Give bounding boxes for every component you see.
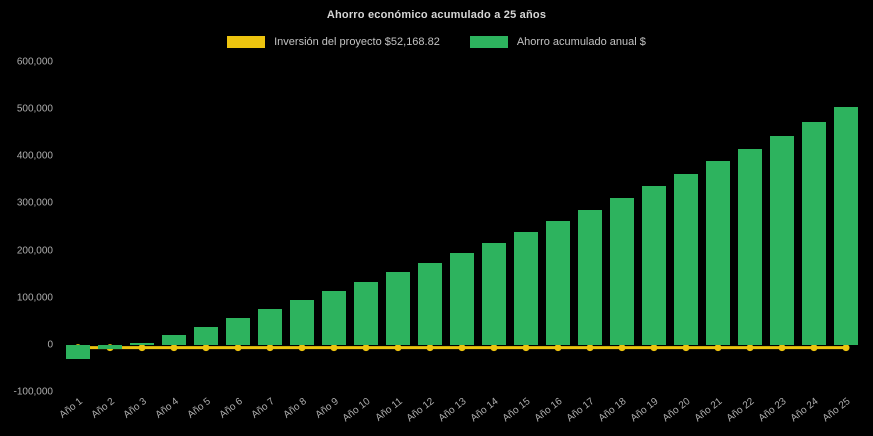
investment-line-marker-year-16 [554, 344, 562, 352]
bar-year-7 [258, 308, 282, 345]
bar-year-19 [642, 186, 666, 345]
investment-line-marker-year-12 [426, 344, 434, 352]
bar-year-5 [194, 326, 218, 345]
x-tick-year-21: Año 21 [693, 396, 725, 425]
x-tick-year-25: Año 25 [821, 396, 853, 425]
bar-year-24 [802, 121, 826, 345]
investment-line-marker-year-3 [138, 344, 146, 352]
investment-line-marker-year-14 [490, 344, 498, 352]
chart-legend: Inversión del proyecto $52,168.82 Ahorro… [0, 36, 873, 48]
y-tick-5: 100,000 [16, 292, 53, 304]
x-tick-year-20: Año 20 [661, 396, 693, 425]
bar-year-12 [418, 263, 442, 345]
bar-year-21 [706, 161, 730, 345]
bar-year-9 [322, 290, 346, 345]
x-tick-year-5: Año 5 [185, 396, 213, 421]
y-tick-3: 300,000 [16, 197, 53, 209]
legend-swatch-savings [469, 36, 508, 48]
investment-line-marker-year-24 [810, 344, 818, 352]
x-tick-year-6: Año 6 [217, 396, 245, 421]
x-tick-year-17: Año 17 [565, 396, 597, 425]
investment-line-marker-year-17 [586, 344, 594, 352]
investment-line-marker-year-22 [746, 344, 754, 352]
legend-label-savings: Ahorro acumulado anual $ [516, 36, 646, 48]
x-tick-year-19: Año 19 [629, 396, 661, 425]
bar-year-6 [226, 317, 250, 345]
y-tick-2: 400,000 [16, 150, 53, 162]
x-tick-year-8: Año 8 [281, 396, 309, 421]
investment-line-marker-year-11 [394, 344, 402, 352]
x-tick-year-23: Año 23 [757, 396, 789, 425]
x-tick-year-15: Año 15 [501, 396, 533, 425]
investment-line-marker-year-9 [330, 344, 338, 352]
y-tick-6: 0 [47, 339, 53, 351]
x-tick-year-10: Año 10 [341, 396, 373, 425]
x-tick-year-7: Año 7 [249, 396, 277, 421]
legend-item-savings[interactable]: Ahorro acumulado anual $ [469, 36, 646, 48]
bar-year-18 [610, 198, 634, 345]
x-tick-year-12: Año 12 [405, 396, 437, 425]
bar-year-11 [386, 272, 410, 345]
investment-line-marker-year-8 [298, 344, 306, 352]
bar-year-20 [674, 174, 698, 345]
x-tick-year-22: Año 22 [725, 396, 757, 425]
investment-line-marker-year-20 [682, 344, 690, 352]
x-tick-year-24: Año 24 [789, 396, 821, 425]
x-tick-year-14: Año 14 [469, 396, 501, 425]
investment-line-marker-year-21 [714, 344, 722, 352]
investment-line-marker-year-18 [618, 344, 626, 352]
y-tick-0: 600,000 [16, 56, 53, 68]
bar-year-3 [130, 342, 154, 345]
plot-area [62, 62, 862, 392]
x-tick-year-2: Año 2 [89, 396, 117, 421]
investment-line-marker-year-15 [522, 344, 530, 352]
bar-year-8 [290, 299, 314, 345]
x-tick-year-16: Año 16 [533, 396, 565, 425]
bar-year-4 [162, 334, 186, 345]
investment-line-marker-year-6 [234, 344, 242, 352]
y-tick-4: 200,000 [16, 245, 53, 257]
bar-year-17 [578, 209, 602, 345]
investment-line-marker-year-7 [266, 344, 274, 352]
x-tick-year-13: Año 13 [437, 396, 469, 425]
x-tick-year-11: Año 11 [373, 396, 405, 424]
bar-year-22 [738, 148, 762, 345]
x-tick-year-1: Año 1 [57, 396, 85, 421]
y-axis: 600,000 500,000 400,000 300,000 200,000 100,0… [0, 57, 56, 398]
investment-line-marker-year-19 [650, 344, 658, 352]
x-axis: Año 1 Año 2 Año 3 Año 4 Año 5 Año 6 Año 7 Año 8… [57, 394, 862, 436]
investment-line-marker-year-23 [778, 344, 786, 352]
investment-line-marker-year-25 [842, 344, 850, 352]
y-tick-7: -100,000 [13, 386, 53, 398]
bar-year-25 [834, 107, 858, 345]
investment-line-marker-year-13 [458, 344, 466, 352]
bar-year-13 [450, 253, 474, 345]
bar-year-15 [514, 231, 538, 345]
y-tick-1: 500,000 [16, 103, 53, 115]
bar-year-1 [66, 344, 90, 359]
x-tick-year-3: Año 3 [121, 396, 149, 421]
legend-label-investment: Inversión del proyecto $52,168.82 [274, 36, 440, 48]
bar-year-2 [98, 344, 122, 349]
investment-line-marker-year-10 [362, 344, 370, 352]
chart-title: Ahorro económico acumulado a 25 años [326, 9, 547, 21]
bar-year-23 [770, 135, 794, 345]
investment-line-marker-year-4 [170, 344, 178, 352]
bar-year-14 [482, 242, 506, 345]
x-tick-year-9: Año 9 [313, 396, 341, 421]
x-tick-year-4: Año 4 [153, 396, 181, 421]
x-tick-year-18: Año 18 [597, 396, 629, 425]
bar-year-10 [354, 282, 378, 345]
legend-swatch-investment [227, 36, 266, 48]
bar-year-16 [546, 221, 570, 345]
legend-item-investment[interactable]: Inversión del proyecto $52,168.82 [227, 36, 440, 48]
investment-line-marker-year-5 [202, 344, 210, 352]
